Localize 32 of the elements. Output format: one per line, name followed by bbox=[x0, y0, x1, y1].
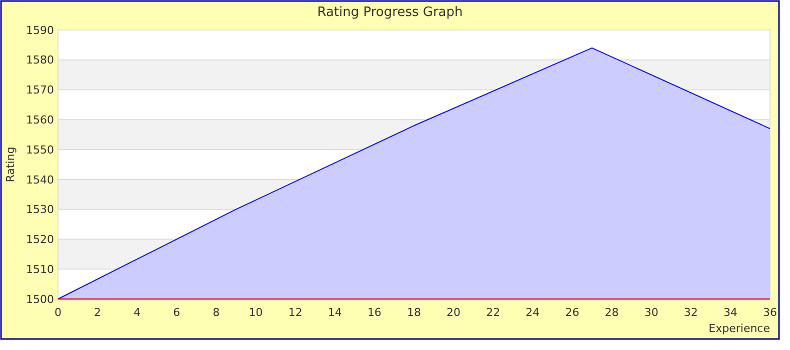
x-tick-label: 2 bbox=[94, 306, 102, 319]
x-tick-label: 8 bbox=[212, 306, 220, 319]
x-tick-label: 36 bbox=[763, 306, 777, 319]
y-tick-label: 1530 bbox=[26, 203, 54, 216]
x-axis-title: Experience bbox=[708, 322, 770, 335]
y-axis-title: Rating bbox=[4, 146, 17, 182]
x-tick-label: 28 bbox=[604, 306, 619, 319]
chart-title: Rating Progress Graph bbox=[317, 5, 463, 20]
x-tick-label: 30 bbox=[644, 306, 658, 319]
y-tick-label: 1560 bbox=[26, 114, 54, 127]
x-tick-label: 0 bbox=[54, 306, 62, 319]
x-tick-label: 6 bbox=[173, 306, 180, 319]
x-tick-label: 10 bbox=[248, 306, 263, 319]
x-tick-label: 16 bbox=[367, 306, 382, 319]
y-tick-label: 1590 bbox=[26, 24, 54, 37]
x-tick-label: 34 bbox=[723, 306, 738, 319]
y-tick-label: 1520 bbox=[26, 233, 54, 246]
x-tick-label: 18 bbox=[407, 306, 421, 319]
y-tick-label: 1500 bbox=[26, 292, 54, 306]
x-tick-label: 32 bbox=[684, 306, 698, 319]
y-tick-label: 1570 bbox=[26, 84, 54, 97]
x-tick-label: 4 bbox=[134, 306, 141, 319]
y-tick-label: 1510 bbox=[26, 262, 54, 276]
x-tick-label: 24 bbox=[526, 306, 540, 319]
x-tick-label: 20 bbox=[446, 306, 461, 319]
x-tick-label: 14 bbox=[328, 306, 342, 319]
y-tick-label: 1550 bbox=[26, 143, 54, 156]
x-tick-label: 26 bbox=[565, 306, 580, 319]
x-tick-label: 22 bbox=[486, 306, 500, 319]
y-tick-label: 1540 bbox=[26, 173, 54, 186]
y-tick-label: 1580 bbox=[26, 54, 54, 67]
x-tick-label: 12 bbox=[288, 306, 302, 319]
